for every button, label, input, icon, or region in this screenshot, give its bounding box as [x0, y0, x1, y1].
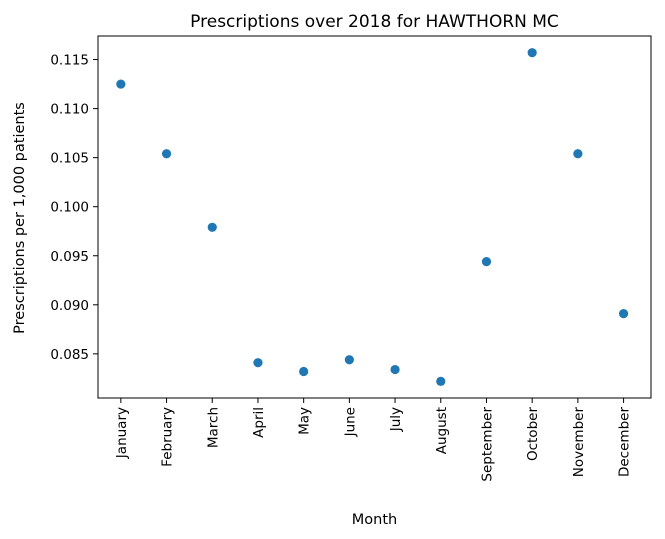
- data-point-june: [344, 355, 354, 365]
- y-axis: 0.085 0.090 0.095 0.100 0.105 0.110 0.115: [50, 53, 98, 363]
- x-tick-label: November: [571, 407, 587, 478]
- x-tick-label: June: [342, 407, 358, 437]
- data-point-august: [436, 376, 446, 386]
- x-tick-label: October: [525, 407, 541, 461]
- data-point-january: [116, 79, 126, 89]
- y-axis-label: Prescriptions per 1,000 patients: [12, 102, 28, 334]
- x-tick-label: March: [205, 407, 221, 448]
- plot-frame: [97, 35, 652, 399]
- chart-title: Prescriptions over 2018 for HAWTHORN MC: [190, 12, 559, 32]
- y-tick-label: 0.090: [50, 298, 89, 314]
- x-tick-label: May: [297, 407, 313, 435]
- x-axis: January February March April May June July Augu…: [114, 398, 633, 482]
- data-point-december: [618, 309, 629, 319]
- y-tick-label: 0.095: [50, 249, 89, 265]
- data-point-april: [253, 358, 263, 368]
- x-tick-label: January: [114, 407, 130, 459]
- data-point-may: [299, 366, 309, 377]
- y-tick-label: 0.105: [50, 151, 89, 167]
- y-tick-label: 0.085: [50, 347, 89, 363]
- plot-area: [97, 35, 652, 399]
- x-tick-label: July: [388, 407, 404, 432]
- x-tick-label: February: [160, 407, 176, 467]
- data-point-july: [390, 364, 400, 375]
- x-tick-label: April: [251, 407, 267, 438]
- data-point-february: [161, 149, 172, 159]
- y-tick-label: 0.110: [50, 102, 89, 118]
- x-tick-label: December: [617, 407, 633, 477]
- data-point-march: [207, 222, 217, 232]
- x-tick-label: August: [434, 407, 450, 454]
- y-tick-label: 0.100: [50, 200, 89, 216]
- data-point-september: [481, 257, 492, 267]
- data-points: [116, 48, 629, 386]
- data-point-october: [527, 48, 537, 58]
- y-tick-label: 0.115: [50, 53, 89, 69]
- x-axis-label: Month: [352, 512, 397, 528]
- data-point-november: [573, 149, 583, 159]
- x-tick-label: September: [479, 407, 495, 482]
